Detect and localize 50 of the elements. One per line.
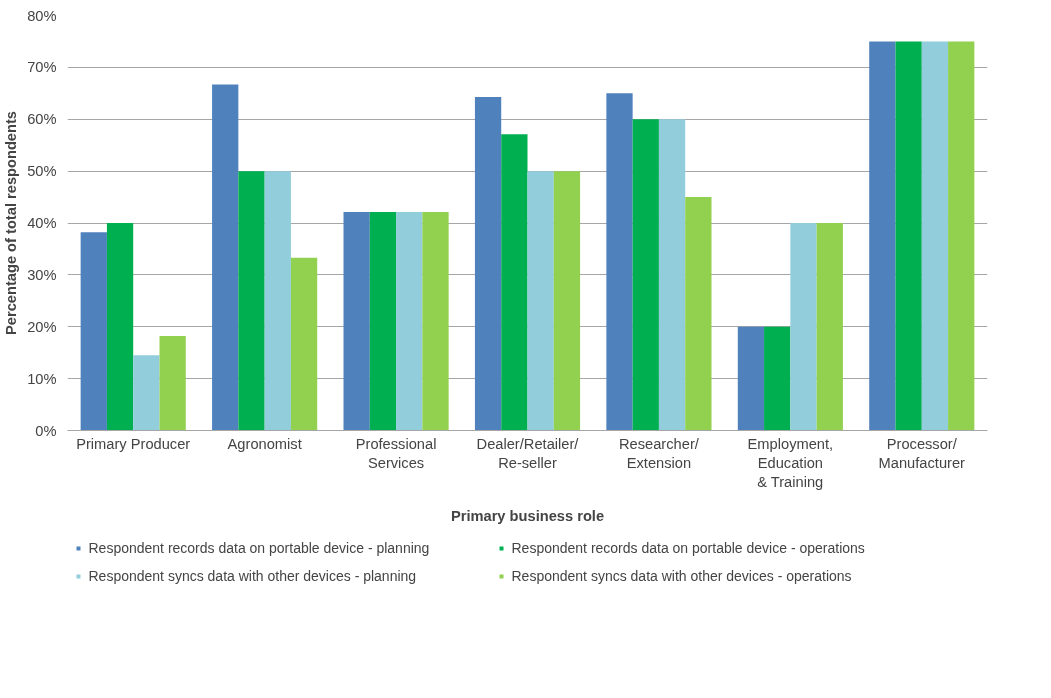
y-tick-label: 50% [27, 163, 57, 180]
bar [422, 212, 449, 431]
bar [869, 41, 896, 431]
bar [133, 355, 160, 431]
y-tick-label: 20% [27, 318, 57, 335]
bar [895, 41, 922, 431]
bar [80, 232, 107, 431]
y-tick-label: 70% [27, 59, 57, 76]
x-tick-label: Agronomist [227, 435, 302, 452]
x-tick-label: Dealer/Retailer/ Re-seller [476, 435, 580, 471]
bar [527, 171, 554, 431]
bar [948, 41, 975, 431]
bar [921, 41, 949, 431]
legend-label: Respondent records data on portable device - planning [88, 539, 431, 558]
bar [396, 212, 423, 431]
legend-label: Respondent records data on portable device - operations [511, 539, 866, 558]
x-axis-title: Primary business role [450, 507, 605, 524]
y-tick-label: 80% [27, 7, 57, 24]
x-tick-label: Primary Producer [76, 435, 191, 452]
bar [212, 84, 239, 431]
bar [737, 326, 765, 431]
x-tick-label: Processor/ Manufacturer [878, 435, 966, 471]
bar [474, 96, 502, 431]
y-axis-title: Percentage of total respondents [3, 111, 20, 335]
bar [159, 336, 186, 431]
bar [290, 257, 318, 431]
bar [816, 223, 843, 431]
bar [343, 212, 370, 431]
bar [606, 93, 633, 431]
y-tick-label: 40% [27, 215, 57, 231]
y-tick-label: 30% [27, 266, 57, 283]
x-tick-label: Employment, Education & Training [747, 435, 834, 490]
bar [501, 134, 528, 431]
bar [790, 223, 817, 431]
bar [553, 171, 581, 431]
legend-label: Respondent syncs data with other devices - operations [511, 567, 853, 586]
bar [632, 119, 659, 431]
legend-label: Respondent syncs data with other devices - planning [88, 567, 418, 586]
bar [264, 171, 291, 431]
y-tick-label: 0% [35, 422, 57, 439]
bar [238, 171, 265, 431]
bar [658, 119, 686, 431]
y-tick-label: 10% [27, 370, 57, 387]
x-tick-label: Researcher/ Extension [619, 435, 700, 471]
bar [369, 212, 397, 431]
x-tick-label: Professional Services [355, 435, 437, 471]
bar [764, 326, 791, 431]
bar [685, 197, 712, 431]
y-tick-label: 60% [27, 111, 57, 128]
bar [106, 223, 134, 431]
